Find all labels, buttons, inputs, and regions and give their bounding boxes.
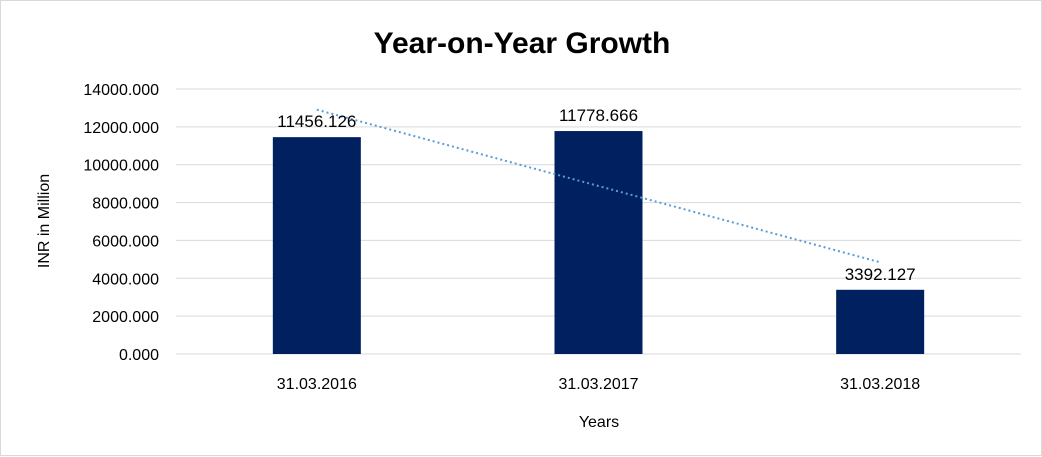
x-tick-label: 31.03.2018 bbox=[840, 376, 920, 393]
x-tick-label: 31.03.2017 bbox=[558, 376, 638, 393]
x-tick-label: 31.03.2016 bbox=[277, 376, 357, 393]
y-tick-label: 14000.000 bbox=[83, 82, 159, 99]
data-labels: 11456.126 11778.666 3392.127 bbox=[277, 106, 915, 284]
y-tick-label: 4000.000 bbox=[92, 271, 159, 288]
data-label: 11778.666 bbox=[559, 106, 638, 125]
y-tick-label: 10000.000 bbox=[83, 158, 159, 175]
y-axis-label: INR in Million bbox=[36, 174, 53, 268]
bar bbox=[554, 131, 643, 354]
y-tick-label: 12000.000 bbox=[83, 120, 159, 137]
x-axis-ticks: 31.03.2016 31.03.2017 31.03.2018 bbox=[277, 376, 921, 393]
y-tick-label: 2000.000 bbox=[92, 309, 159, 326]
bar bbox=[272, 137, 361, 354]
data-label: 11456.126 bbox=[277, 112, 356, 131]
trendline bbox=[316, 108, 881, 264]
trendline-group bbox=[316, 108, 881, 264]
y-axis-ticks: 0.000 2000.000 4000.000 6000.000 8000.000 100… bbox=[83, 82, 159, 364]
data-label: 3392.127 bbox=[845, 265, 916, 284]
chart-title: Year-on-Year Growth bbox=[374, 27, 671, 60]
bar bbox=[836, 289, 925, 354]
x-axis-label: Years bbox=[579, 414, 619, 431]
y-tick-label: 0.000 bbox=[119, 347, 159, 364]
y-tick-label: 8000.000 bbox=[92, 196, 159, 213]
y-tick-label: 6000.000 bbox=[92, 233, 159, 250]
bars bbox=[272, 131, 925, 354]
